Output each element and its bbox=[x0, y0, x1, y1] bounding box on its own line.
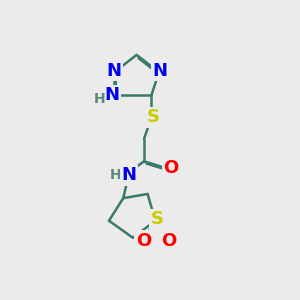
Text: N: N bbox=[104, 86, 119, 104]
Text: S: S bbox=[146, 108, 160, 126]
Text: N: N bbox=[106, 61, 121, 80]
Text: H: H bbox=[94, 92, 105, 106]
Text: N: N bbox=[152, 61, 167, 80]
Text: O: O bbox=[163, 159, 178, 177]
Text: O: O bbox=[136, 232, 151, 250]
Text: O: O bbox=[161, 232, 176, 250]
Text: N: N bbox=[121, 166, 136, 184]
Text: H: H bbox=[110, 168, 122, 182]
Text: S: S bbox=[150, 210, 163, 228]
